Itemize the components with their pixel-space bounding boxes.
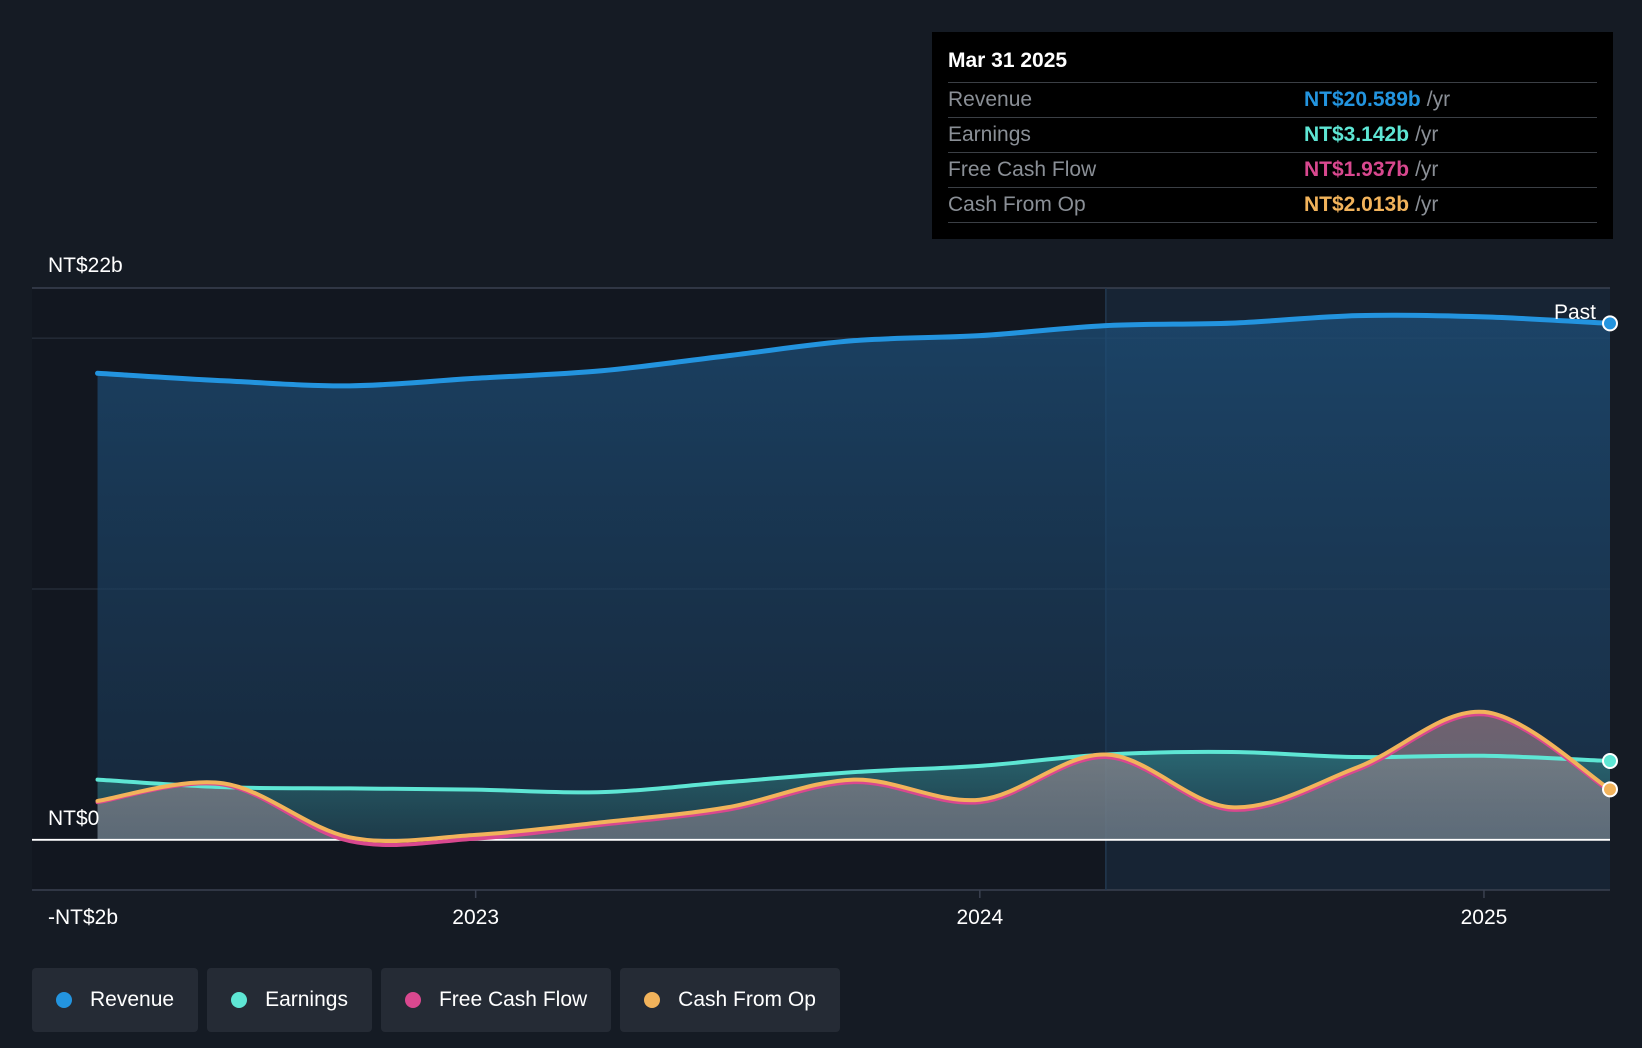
hover-tooltip: Mar 31 2025 Revenue NT$20.589b /yr Earni…	[932, 32, 1613, 239]
y-tick-label: NT$22b	[48, 254, 123, 277]
legend-label: Free Cash Flow	[438, 988, 588, 1011]
legend-item-earnings[interactable]: Earnings	[207, 968, 372, 1032]
tooltip-value: NT$1.937b	[1304, 158, 1410, 181]
revenue-end-marker	[1602, 315, 1618, 332]
cash-from-op-line	[95, 709, 1612, 844]
x-tick-label: 2025	[1461, 906, 1508, 929]
tooltip-label: Revenue	[948, 88, 1033, 111]
legend-label: Cash From Op	[678, 988, 816, 1011]
tooltip-row-free-cash-flow: Free Cash Flow NT$1.937b /yr	[948, 152, 1597, 187]
tooltip-row-cash-from-op: Cash From Op NT$2.013b /yr	[948, 187, 1597, 223]
past-label: Past	[1554, 301, 1596, 324]
tooltip-value: NT$2.013b	[1304, 193, 1410, 216]
earnings-line	[95, 749, 1612, 795]
tooltip-date: Mar 31 2025	[948, 49, 1068, 72]
x-tick-label: 2024	[956, 906, 1003, 929]
x-tick-label: 2023	[452, 906, 499, 929]
tooltip-value: NT$20.589b	[1304, 88, 1421, 111]
legend-dot-icon	[644, 992, 661, 1008]
legend-dot-icon	[231, 992, 248, 1008]
tooltip-unit: /yr	[1415, 158, 1439, 181]
chart-legend: Revenue Earnings Free Cash Flow Cash Fro…	[32, 968, 840, 1032]
tooltip-unit: /yr	[1415, 193, 1439, 216]
revenue-area	[97, 315, 1611, 840]
tooltip-label: Free Cash Flow	[948, 158, 1097, 181]
tooltip-value: NT$3.142b	[1304, 123, 1410, 146]
legend-dot-icon	[56, 992, 72, 1008]
tooltip-unit: /yr	[1415, 123, 1439, 146]
y-tick-label: -NT$2b	[48, 906, 118, 929]
tooltip-label: Cash From Op	[948, 193, 1086, 216]
free-cash-flow-line	[95, 712, 1612, 848]
legend-label: Revenue	[90, 988, 175, 1011]
tooltip-unit: /yr	[1426, 88, 1451, 111]
earnings-end-marker	[1602, 753, 1618, 770]
tooltip-row-earnings: Earnings NT$3.142b /yr	[948, 117, 1597, 152]
revenue-line	[95, 312, 1613, 389]
legend-item-cash-from-op[interactable]: Cash From Op	[620, 968, 840, 1032]
legend-item-revenue[interactable]: Revenue	[32, 968, 199, 1032]
legend-label: Earnings	[265, 988, 348, 1011]
cash-from-op-end-marker	[1602, 781, 1618, 798]
y-tick-label: NT$0	[48, 807, 99, 830]
legend-item-free-cash-flow[interactable]: Free Cash Flow	[380, 968, 612, 1032]
legend-dot-icon	[404, 992, 421, 1008]
tooltip-row-revenue: Revenue NT$20.589b /yr	[948, 82, 1597, 117]
tooltip-label: Earnings	[948, 123, 1031, 146]
